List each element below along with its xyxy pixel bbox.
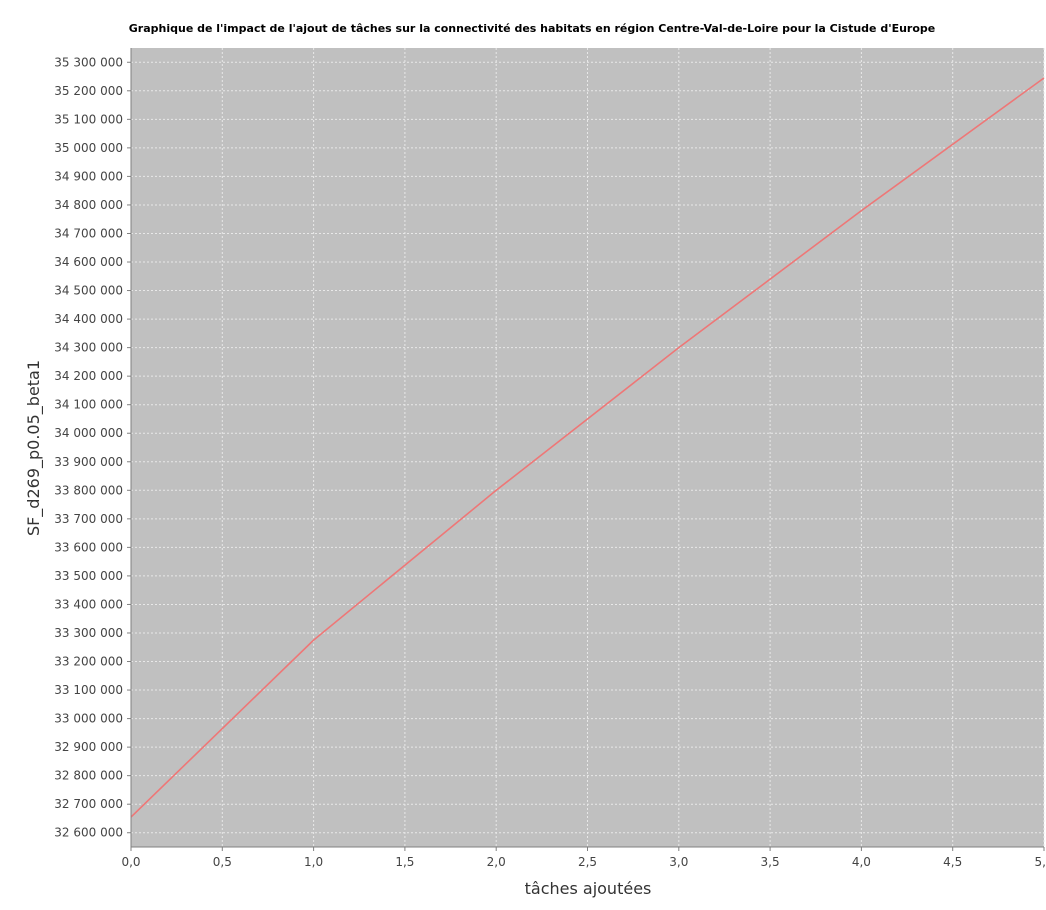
y-tick-label: 32 800 000 [54, 769, 123, 783]
x-tick-label: 4,0 [852, 855, 871, 869]
y-tick-label: 34 800 000 [54, 198, 123, 212]
x-tick-label: 2,0 [487, 855, 506, 869]
y-tick-label: 33 900 000 [54, 455, 123, 469]
y-tick-label: 34 200 000 [54, 369, 123, 383]
x-tick-label: 1,5 [395, 855, 414, 869]
y-tick-label: 34 500 000 [54, 284, 123, 298]
x-tick-label: 3,5 [761, 855, 780, 869]
x-axis-ticks: 0,0 0,5 1,0 1,5 2,0 2,5 3,0 3,5 4,0 4,5 5,0 [121, 847, 1046, 869]
y-tick-label: 34 700 000 [54, 226, 123, 240]
y-tick-label: 33 200 000 [54, 655, 123, 669]
y-tick-label: 35 100 000 [54, 112, 123, 126]
x-axis-label: tâches ajoutées [525, 879, 652, 898]
y-axis-ticks: 32 600 000 32 700 000 32 800 000 32 900 000… [54, 55, 131, 840]
y-tick-label: 32 700 000 [54, 797, 123, 811]
series-layer [130, 77, 1045, 818]
plot-area [131, 48, 1044, 847]
x-tick-label: 1,0 [304, 855, 323, 869]
y-tick-label: 33 400 000 [54, 597, 123, 611]
y-tick-label: 34 400 000 [54, 312, 123, 326]
y-tick-label: 34 900 000 [54, 169, 123, 183]
x-tick-label: 3,0 [669, 855, 688, 869]
y-tick-label: 35 200 000 [54, 84, 123, 98]
y-tick-label: 33 500 000 [54, 569, 123, 583]
x-tick-label: 0,0 [121, 855, 140, 869]
y-tick-label: 34 600 000 [54, 255, 123, 269]
y-tick-label: 32 900 000 [54, 740, 123, 754]
y-axis-label: SF_d269_p0.05_beta1 [24, 360, 44, 536]
y-tick-label: 35 300 000 [54, 55, 123, 69]
x-tick-label: 0,5 [213, 855, 232, 869]
x-tick-label: 5,0 [1034, 855, 1046, 869]
y-tick-label: 34 300 000 [54, 341, 123, 355]
y-tick-label: 34 100 000 [54, 398, 123, 412]
y-tick-label: 33 700 000 [54, 512, 123, 526]
chart-title: Graphique de l'impact de l'ajout de tâch… [129, 22, 935, 35]
grid [130, 48, 1045, 847]
y-tick-label: 35 000 000 [54, 141, 123, 155]
y-tick-label: 33 600 000 [54, 540, 123, 554]
y-tick-label: 33 300 000 [54, 626, 123, 640]
x-tick-label: 2,5 [578, 855, 597, 869]
series-line-0 [130, 77, 1045, 818]
y-tick-label: 33 800 000 [54, 483, 123, 497]
y-tick-label: 32 600 000 [54, 826, 123, 840]
x-tick-label: 4,5 [943, 855, 962, 869]
y-tick-label: 34 000 000 [54, 426, 123, 440]
y-tick-label: 33 100 000 [54, 683, 123, 697]
y-tick-label: 33 000 000 [54, 712, 123, 726]
